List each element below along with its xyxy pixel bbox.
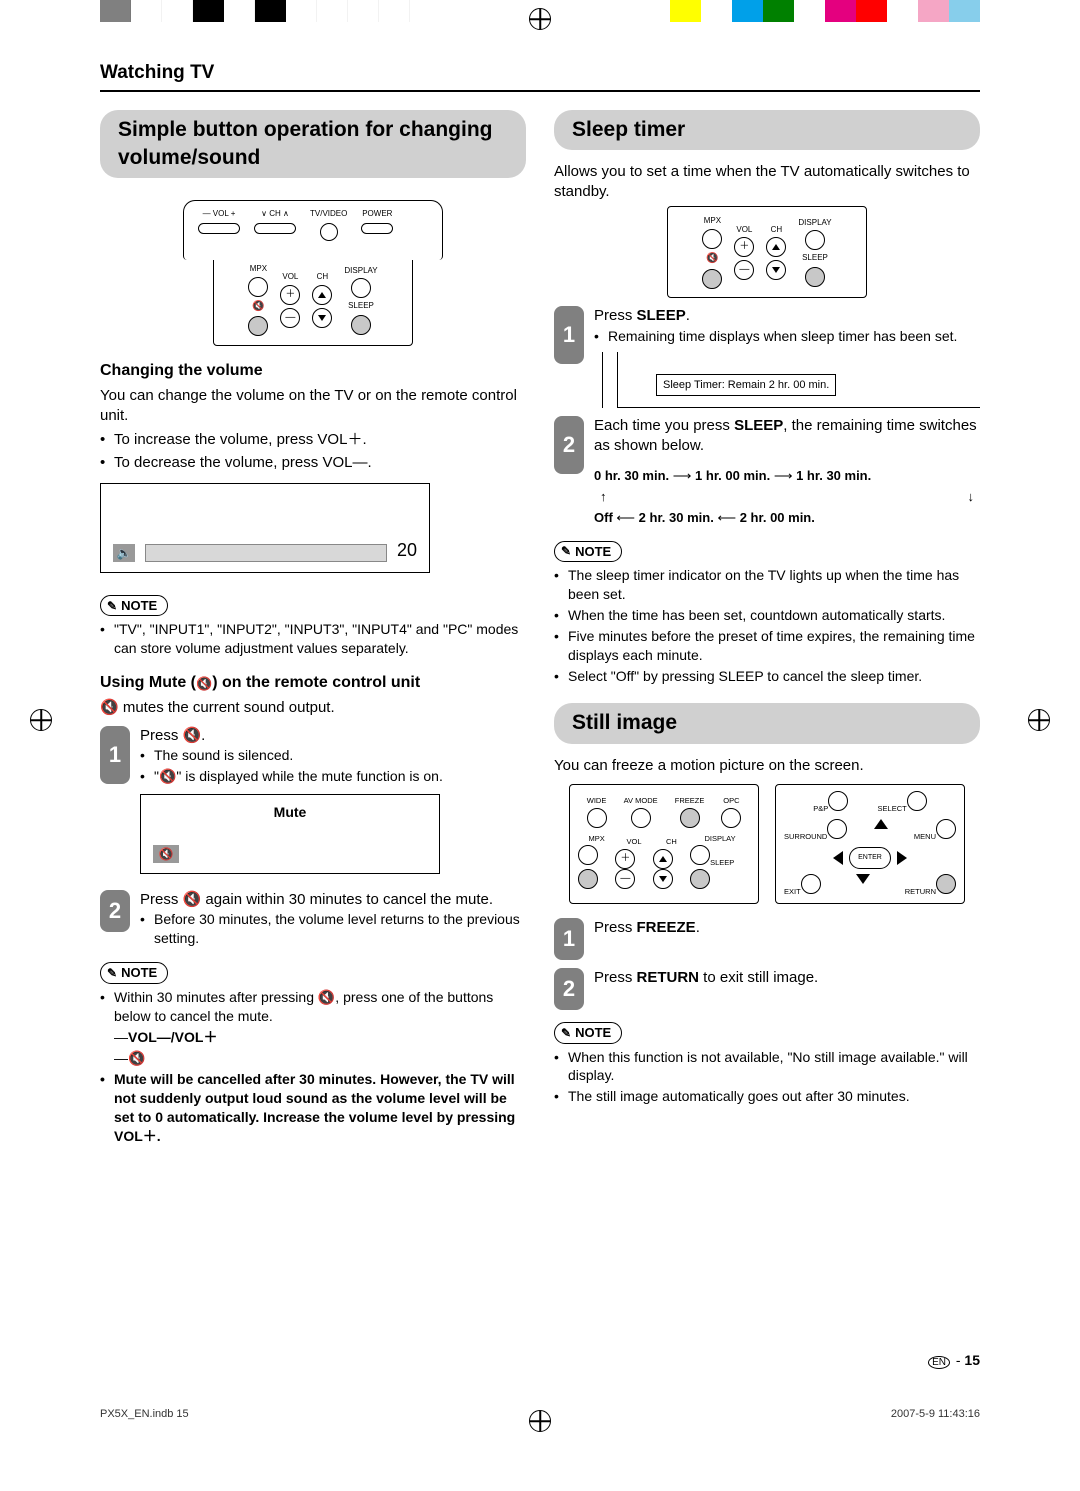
- step1-bullets: The sound is silenced."🔇" is displayed w…: [140, 746, 526, 786]
- mpx-label: MPX: [250, 264, 267, 275]
- note-badge-2: NOTE: [100, 962, 168, 984]
- note2-list: Within 30 minutes after pressing 🔇, pres…: [100, 988, 526, 1146]
- mute-icon-label: 🔇: [252, 300, 264, 314]
- still2-lead: Press RETURN to exit still image.: [594, 968, 980, 988]
- sleep-cycle: 0 hr. 30 min. ⟶ 1 hr. 00 min. ⟶ 1 hr. 30…: [594, 466, 980, 528]
- mute-step-1: 1 Press 🔇. The sound is silenced."🔇" is …: [100, 726, 526, 882]
- note2-bold: Mute will be cancelled after 30 minutes.…: [100, 1070, 526, 1146]
- note1-list: "TV", "INPUT1", "INPUT2", "INPUT3", "INP…: [100, 620, 526, 658]
- registration-mark-top: [529, 8, 551, 30]
- registration-mark-left: [30, 709, 52, 731]
- colorbar-left: [100, 0, 410, 22]
- using-mute-text: 🔇 mutes the current sound output.: [100, 698, 526, 718]
- page-number: 15: [964, 1352, 980, 1368]
- sleep1-lead: Press SLEEP.: [594, 306, 980, 326]
- page-footer: EN - 15: [928, 1351, 980, 1370]
- sleep-timer-box: Sleep Timer: Remain 2 hr. 00 min.: [656, 374, 836, 397]
- step-number: 1: [100, 726, 130, 784]
- tv-ch-label: ∨ CH ∧: [261, 209, 289, 220]
- changing-volume-text: You can change the volume on the TV or o…: [100, 386, 526, 427]
- sleep-intro: Allows you to set a time when the TV aut…: [554, 162, 980, 203]
- colorbar-right: [670, 0, 980, 22]
- heading-volume: Simple button operation for changing vol…: [100, 110, 526, 179]
- print-metadata: PX5X_EN.indb 15 2007-5-9 11:43:16: [100, 1407, 980, 1422]
- still-step-1: 1 Press FREEZE.: [554, 918, 980, 960]
- note-badge-1: NOTE: [100, 595, 168, 617]
- step-number: 2: [554, 416, 584, 474]
- speaker-icon: 🔈: [113, 544, 135, 562]
- step2-bullets: Before 30 minutes, the volume level retu…: [140, 910, 526, 948]
- page-title: Watching TV: [100, 60, 980, 92]
- enter-button: ENTER: [849, 847, 891, 869]
- sleep2-lead: Each time you press SLEEP, the remaining…: [594, 416, 980, 457]
- mute-osd: Mute 🔇: [140, 794, 440, 874]
- right-column: Sleep timer Allows you to set a time whe…: [554, 110, 980, 1148]
- tv-vol-label: — VOL +: [203, 209, 236, 220]
- display-label: DISPLAY: [344, 266, 377, 277]
- still-intro: You can freeze a motion picture on the s…: [554, 756, 980, 776]
- left-column: Simple button operation for changing vol…: [100, 110, 526, 1148]
- remote-panel-1: MPX 🔇 VOL ＋— CH DISPLAY SLEEP: [213, 254, 413, 346]
- sleep1-bullets: Remaining time displays when sleep timer…: [594, 327, 980, 346]
- step2-lead: Press 🔇 again within 30 minutes to cance…: [140, 890, 526, 910]
- mute-step-2: 2 Press 🔇 again within 30 minutes to can…: [100, 890, 526, 950]
- note-badge-4: NOTE: [554, 1022, 622, 1044]
- vol-label: VOL: [282, 272, 298, 283]
- print-date: 2007-5-9 11:43:16: [891, 1407, 980, 1422]
- note2-line1: Within 30 minutes after pressing 🔇, pres…: [114, 989, 493, 1024]
- registration-mark-right: [1028, 709, 1050, 731]
- heading-sleep: Sleep timer: [554, 110, 980, 150]
- tv-power-label: POWER: [362, 209, 392, 220]
- remote-nav-panel: P&P SELECT SURROUND MENU ENTER: [775, 784, 965, 904]
- sleep-label: SLEEP: [348, 301, 374, 312]
- tv-button-panel: — VOL + ∨ CH ∧ TV/VIDEO POWER: [183, 200, 443, 260]
- still1-lead: Press FREEZE.: [594, 918, 980, 938]
- step-number: 2: [100, 890, 130, 932]
- using-mute-head: Using Mute (🔇) on the remote control uni…: [100, 672, 526, 694]
- sleep-notes: The sleep timer indicator on the TV ligh…: [554, 566, 980, 685]
- mute-osd-icon: 🔇: [153, 845, 179, 863]
- remote-wide-panel: WIDE AV MODE FREEZE OPC MPX VOL＋— CH DIS…: [569, 784, 759, 904]
- page: Watching TV Simple button operation for …: [0, 0, 1080, 1440]
- still-step-2: 2 Press RETURN to exit still image.: [554, 968, 980, 1010]
- volume-bar: [145, 544, 387, 562]
- still-notes: When this function is not available, "No…: [554, 1048, 980, 1107]
- step-number: 2: [554, 968, 584, 1010]
- step1-lead: Press 🔇.: [140, 726, 526, 746]
- changing-volume-list: To increase the volume, press VOL＋.To de…: [100, 430, 526, 473]
- mute-osd-label: Mute: [274, 803, 307, 822]
- lang-badge: EN: [928, 1356, 950, 1369]
- tv-tvvideo-label: TV/VIDEO: [310, 209, 347, 220]
- volume-value: 20: [397, 538, 417, 562]
- sleep-step-1: 1 Press SLEEP. Remaining time displays w…: [554, 306, 980, 407]
- step-number: 1: [554, 918, 584, 960]
- step-number: 1: [554, 306, 584, 364]
- changing-volume-head: Changing the volume: [100, 360, 526, 382]
- note-badge-3: NOTE: [554, 541, 622, 563]
- volume-osd: 🔈 20: [100, 483, 430, 573]
- sleep-step-2: 2 Each time you press SLEEP, the remaini…: [554, 416, 980, 529]
- ch-label: CH: [317, 272, 329, 283]
- print-file: PX5X_EN.indb 15: [100, 1407, 189, 1422]
- heading-still: Still image: [554, 703, 980, 743]
- remote-panel-2: MPX🔇 VOL＋— CH DISPLAYSLEEP: [667, 206, 867, 298]
